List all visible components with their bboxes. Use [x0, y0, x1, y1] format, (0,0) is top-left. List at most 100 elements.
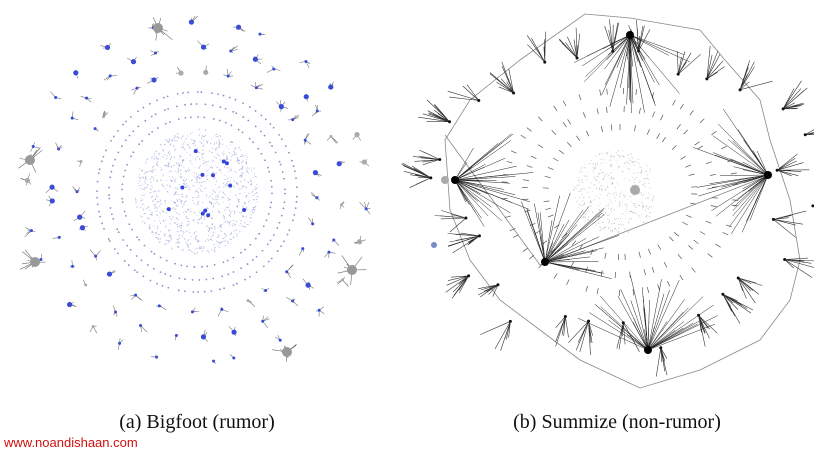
hub-edges [693, 108, 769, 235]
node [278, 104, 284, 110]
node [736, 276, 740, 280]
node [295, 186, 298, 189]
node [206, 265, 209, 268]
node [169, 275, 172, 277]
caption-a: (a) Bigfoot (rumor) [119, 411, 275, 433]
node [356, 239, 363, 245]
node [101, 115, 105, 119]
node [103, 227, 105, 230]
node [288, 229, 291, 232]
node [272, 234, 275, 236]
tree-edges [103, 110, 109, 118]
node [128, 134, 131, 137]
node [114, 310, 118, 314]
node [96, 196, 99, 199]
node [96, 190, 98, 193]
node [110, 170, 113, 173]
node [361, 159, 367, 165]
node [222, 261, 225, 264]
tree-edges [562, 100, 567, 107]
node [235, 282, 238, 285]
node [294, 207, 297, 210]
node [293, 170, 296, 173]
node [75, 190, 79, 194]
tree-edges [553, 105, 558, 111]
node [128, 223, 131, 226]
node [263, 134, 266, 137]
tree-edges [673, 232, 680, 237]
node [268, 170, 271, 173]
fan-edges [722, 294, 754, 324]
hull [444, 13, 801, 389]
node [57, 147, 61, 151]
node [102, 155, 105, 158]
node [154, 113, 157, 116]
node [621, 321, 625, 325]
node [242, 102, 244, 105]
node [201, 265, 203, 268]
node [676, 72, 680, 76]
node [165, 259, 168, 262]
node [329, 135, 333, 139]
node [771, 217, 775, 221]
node [98, 210, 100, 213]
node [169, 121, 171, 123]
node [197, 116, 199, 118]
node [203, 208, 208, 213]
node [117, 231, 120, 234]
node [272, 67, 276, 71]
tree-edges [506, 160, 513, 164]
node [116, 129, 119, 132]
fan-edges [706, 45, 725, 80]
hub-edges [577, 275, 718, 351]
node [278, 160, 281, 163]
tree-edges [553, 273, 558, 279]
tree-edges [585, 130, 590, 137]
node [189, 116, 192, 119]
tree-edges [643, 269, 646, 276]
node [154, 51, 158, 55]
node [254, 237, 257, 240]
node [246, 299, 250, 303]
node [138, 143, 141, 146]
node [187, 91, 190, 94]
fan-edges [480, 321, 511, 351]
node [278, 221, 281, 224]
node [295, 201, 298, 203]
node [341, 278, 345, 282]
node [255, 255, 258, 258]
node [136, 271, 139, 274]
tree-edges [679, 274, 684, 281]
tree-edges [638, 107, 641, 114]
node [543, 60, 547, 64]
node [127, 264, 130, 266]
tree-edges [688, 173, 695, 176]
tree-edges [634, 125, 636, 132]
tree-edges [24, 227, 36, 238]
node [151, 130, 154, 133]
node [98, 168, 101, 171]
tree-edges [558, 149, 565, 155]
node [123, 260, 126, 262]
tree-edges [688, 245, 694, 250]
node [280, 138, 283, 141]
fan-edges [418, 99, 450, 122]
node [258, 32, 262, 36]
tree-edges [150, 354, 158, 358]
tree-edges [339, 201, 345, 210]
tree-edges [652, 111, 655, 118]
node [269, 206, 272, 209]
node [110, 139, 112, 142]
node [364, 207, 368, 211]
node [270, 179, 273, 182]
node [153, 267, 155, 270]
tree-edges [705, 220, 712, 224]
tree-edges [566, 279, 570, 286]
tree-edges [646, 129, 650, 135]
tree-edges [156, 305, 167, 311]
node [267, 260, 270, 263]
tree-edges [610, 124, 613, 131]
node [283, 240, 285, 243]
tree-edges [596, 108, 599, 115]
